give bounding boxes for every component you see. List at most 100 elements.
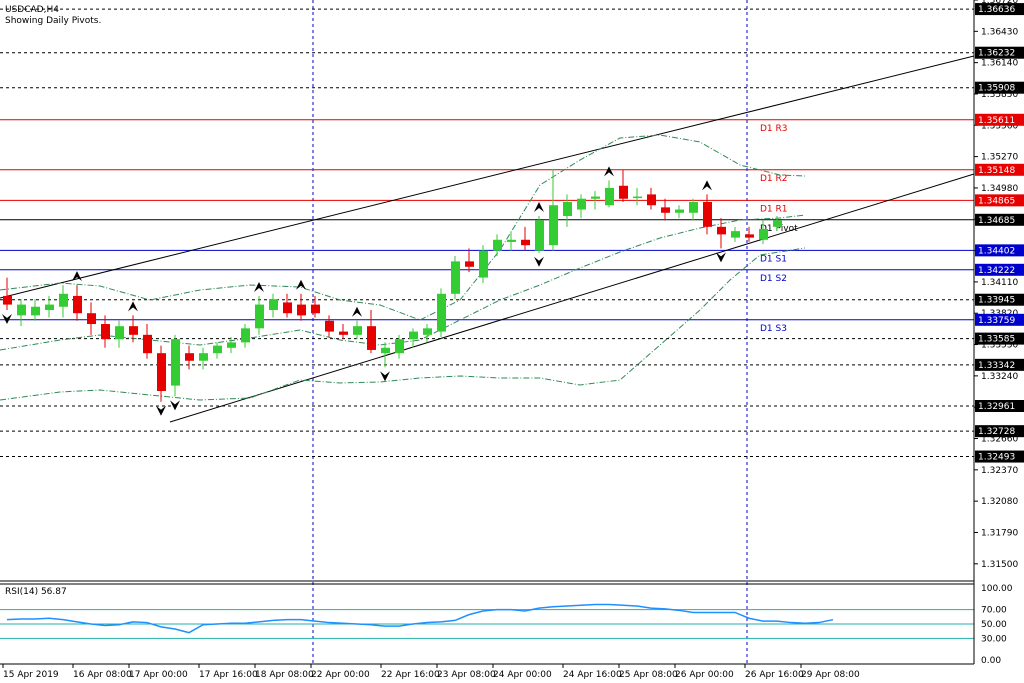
rsi-scale-label: 0.00 bbox=[981, 656, 1001, 666]
candle-body bbox=[143, 334, 152, 354]
rsi-scale-label: 70.00 bbox=[981, 606, 1007, 616]
price-tag bbox=[975, 213, 1024, 226]
price-tag bbox=[975, 3, 1024, 16]
candle-body bbox=[59, 293, 68, 307]
candle-body bbox=[395, 339, 404, 354]
horizontal-levels: D1 R3 D1 R2 D1 R1 D1 Pivot D1 S1 D1 S2 D1 S3 bbox=[0, 8, 974, 458]
fractal-down-arrow bbox=[534, 256, 544, 267]
candle-body bbox=[171, 339, 180, 386]
price-tick-label: 1.32370 bbox=[981, 466, 1018, 476]
price-tag bbox=[975, 332, 1024, 345]
price-tag bbox=[975, 400, 1024, 412]
pivot-level-label: D1 S2 bbox=[760, 274, 787, 284]
candle-body bbox=[717, 226, 726, 235]
price-tag-label: 1.36636 bbox=[978, 5, 1015, 15]
fractal-down-arrow bbox=[170, 400, 180, 411]
price-axis: 1.36720 1.36430 1.36140 1.35850 1.35560 1.352… bbox=[0, 0, 1024, 665]
fractal-up-arrow bbox=[702, 180, 712, 191]
price-tag bbox=[975, 293, 1024, 306]
candle-body bbox=[549, 205, 558, 246]
time-tick-label: 16 Apr 08:00 bbox=[73, 670, 132, 680]
price-tag-label: 1.34402 bbox=[978, 246, 1015, 256]
candle-body bbox=[311, 304, 320, 314]
price-tick-label: 1.34110 bbox=[981, 278, 1018, 288]
rsi-scale-label: 100.00 bbox=[981, 584, 1013, 594]
time-tick-label: 17 Apr 00:00 bbox=[129, 670, 188, 680]
symbol-title: USDCAD,H4 bbox=[5, 5, 59, 15]
rsi-label: RSI(14) 56.87 bbox=[5, 587, 67, 597]
candle-body bbox=[675, 209, 684, 213]
time-tick-label: 22 Apr 00:00 bbox=[311, 670, 370, 680]
candle-body bbox=[297, 304, 306, 316]
time-tick-label: 22 Apr 16:00 bbox=[381, 670, 440, 680]
price-tick-label: 1.35850 bbox=[981, 90, 1018, 100]
fractal-up-arrow bbox=[128, 301, 138, 312]
price-tag bbox=[975, 313, 1024, 326]
price-tag bbox=[975, 425, 1024, 438]
candle-body bbox=[479, 250, 488, 278]
candle-body bbox=[115, 326, 124, 340]
candle-body bbox=[633, 196, 642, 199]
candle-body bbox=[647, 194, 656, 206]
candle-body bbox=[157, 353, 166, 391]
candle-body bbox=[199, 353, 208, 361]
candle-body bbox=[185, 353, 194, 361]
fractal-up-arrow bbox=[352, 306, 362, 317]
period-separators bbox=[312, 0, 748, 664]
band-lower bbox=[0, 247, 806, 401]
candle-body bbox=[241, 328, 250, 343]
rsi-panel: 100.00 70.00 50.00 30.00 0.00 bbox=[0, 584, 1013, 666]
candle-body bbox=[213, 345, 222, 354]
candle-body bbox=[577, 198, 586, 210]
price-tag-label: 1.34222 bbox=[978, 266, 1015, 276]
candle-body bbox=[591, 196, 600, 199]
price-tick-label: 1.36720 bbox=[981, 0, 1018, 6]
candle-body bbox=[129, 326, 138, 335]
candle-body bbox=[269, 299, 278, 310]
price-tag bbox=[975, 450, 1024, 463]
pivot-subtitle: Showing Daily Pivots. bbox=[5, 16, 101, 26]
fractal-up-arrow bbox=[604, 166, 614, 177]
time-tick-label: 15 Apr 2019 bbox=[3, 670, 59, 680]
candle-body bbox=[465, 261, 474, 267]
price-tag-label: 1.35611 bbox=[978, 116, 1015, 126]
pivot-level-label: D1 R1 bbox=[760, 204, 788, 214]
candle-body bbox=[17, 304, 26, 316]
time-tick-label: 18 Apr 08:00 bbox=[255, 670, 314, 680]
fractal-down-arrow bbox=[380, 371, 390, 382]
candle-body bbox=[493, 239, 502, 251]
candle-body bbox=[87, 313, 96, 325]
candle-body bbox=[451, 261, 460, 294]
candle-body bbox=[73, 295, 82, 314]
candle-body bbox=[605, 187, 614, 206]
candle-body bbox=[423, 328, 432, 335]
time-tick-label: 24 Apr 16:00 bbox=[563, 670, 622, 680]
candle-body bbox=[759, 228, 768, 240]
price-tick-label: 1.36430 bbox=[981, 27, 1018, 37]
time-tick-label: 26 Apr 16:00 bbox=[745, 670, 804, 680]
time-tick-label: 29 Apr 08:00 bbox=[801, 670, 860, 680]
price-tick-label: 1.32080 bbox=[981, 497, 1018, 507]
rsi-scale-label: 30.00 bbox=[981, 634, 1007, 644]
pivot-level-label: D1 S1 bbox=[760, 254, 787, 264]
band-middle bbox=[0, 214, 806, 351]
candle-body bbox=[507, 239, 516, 242]
price-tag bbox=[975, 46, 1024, 59]
candle-body bbox=[339, 331, 348, 335]
candle-body bbox=[409, 331, 418, 340]
price-tag bbox=[975, 358, 1024, 371]
rsi-line bbox=[6, 603, 834, 634]
candle-body bbox=[45, 304, 54, 310]
pivot-level-label: D1 S3 bbox=[760, 324, 787, 334]
price-tick-label: 1.31500 bbox=[981, 560, 1018, 570]
price-tick-label: 1.33530 bbox=[981, 341, 1018, 351]
price-tag-label: 1.36232 bbox=[978, 49, 1015, 59]
price-tag-label: 1.32961 bbox=[978, 402, 1015, 412]
candle-body bbox=[367, 326, 376, 350]
price-tag bbox=[975, 163, 1024, 176]
candle-body bbox=[703, 201, 712, 227]
candle-body bbox=[283, 302, 292, 314]
time-tick-label: 24 Apr 00:00 bbox=[493, 670, 552, 680]
